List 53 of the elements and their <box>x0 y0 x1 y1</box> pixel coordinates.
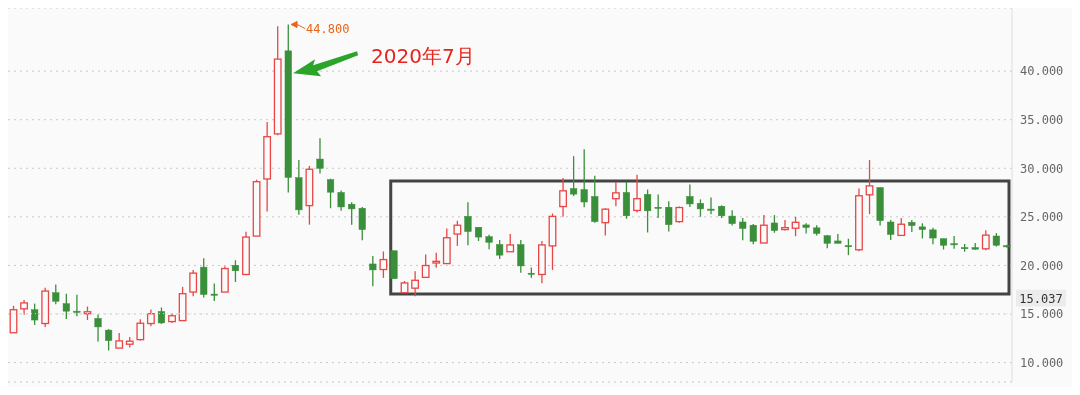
candlestick <box>622 181 630 220</box>
candlestick <box>220 265 229 293</box>
candlestick <box>327 178 335 209</box>
candlestick <box>136 318 145 342</box>
y-tick-label: 40.000 <box>1020 64 1064 79</box>
candlestick <box>73 294 81 317</box>
candlestick <box>31 302 39 326</box>
candlestick <box>559 177 567 218</box>
annotation: 44.800 <box>306 21 350 36</box>
candlestick <box>231 259 239 283</box>
candlestick <box>802 222 810 235</box>
candlestick <box>601 207 610 237</box>
candlestick <box>52 283 60 305</box>
candlestick <box>348 201 356 226</box>
candlestick <box>654 193 662 219</box>
candlestick <box>62 293 70 320</box>
y-tick-label: 10.000 <box>1020 355 1064 370</box>
candlestick <box>358 206 366 242</box>
candlestick <box>644 188 652 234</box>
ref-line-label: 15.037 <box>1019 291 1063 306</box>
annotation: 2020年7月 <box>371 44 475 69</box>
y-tick-label: 20.000 <box>1020 258 1064 273</box>
candlestick <box>379 250 388 279</box>
candlestick <box>517 239 525 274</box>
candlestick <box>421 253 430 279</box>
candlestick <box>759 214 768 244</box>
candlestick <box>739 217 747 242</box>
y-tick-label: 35.000 <box>1020 112 1064 127</box>
candlestick <box>464 201 472 246</box>
candlestick <box>570 155 578 197</box>
candlestick <box>369 255 377 287</box>
candlestick <box>887 219 895 241</box>
candlestick <box>749 223 757 245</box>
candlestick <box>105 328 113 352</box>
candlestick <box>189 269 198 297</box>
candlestick <box>665 200 673 233</box>
candlestick <box>94 313 102 343</box>
candlestick <box>316 137 324 175</box>
candlestick <box>633 174 641 214</box>
y-tick-label: 15.000 <box>1020 307 1064 322</box>
candlestick <box>981 229 990 251</box>
y-tick-label: 30.000 <box>1020 161 1064 176</box>
candlestick <box>496 239 504 260</box>
candlestick <box>707 196 715 215</box>
candlestick <box>686 183 694 208</box>
candlestick <box>950 235 958 250</box>
candlestick <box>411 270 420 297</box>
y-tick-label: 25.000 <box>1020 210 1064 225</box>
candlestick <box>580 148 588 208</box>
candlestick <box>611 181 620 207</box>
candlestick <box>781 219 789 232</box>
candlestick <box>337 189 345 212</box>
candlestick <box>453 220 462 247</box>
